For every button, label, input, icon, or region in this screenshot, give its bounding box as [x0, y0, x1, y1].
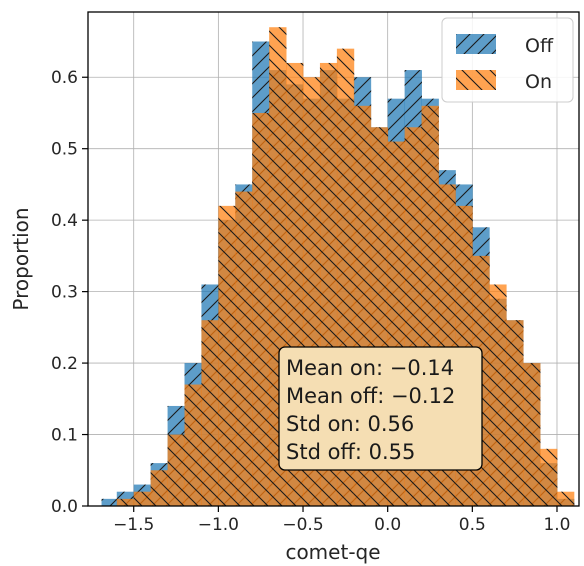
bar-hatch-on	[506, 320, 524, 506]
y-tick-label: 0.5	[51, 140, 78, 160]
x-tick-label: 1.0	[543, 515, 570, 535]
x-tick-label: −1.0	[198, 515, 239, 535]
stats-box	[278, 346, 483, 471]
y-tick-label: 0.6	[51, 68, 78, 88]
y-axis-label: Proportion	[9, 207, 33, 310]
legend: Off On	[441, 17, 574, 103]
axis-ticks: −1.5 −1.0 −0.5 0.0 0.5 1.0 0.0 0.1 0.2 0.3 0.4 0.5 0…	[51, 68, 571, 535]
bar-hatch-off	[101, 498, 118, 506]
bar-hatch-on	[150, 470, 168, 506]
stats-mean-on: Mean on: −0.14	[286, 356, 454, 380]
bar-hatch-on	[184, 384, 202, 506]
stats-mean-off: Mean off: −0.12	[286, 384, 455, 408]
bar-hatch-on	[133, 491, 152, 506]
bar-hatch-on	[218, 205, 236, 506]
y-tick-label: 0.0	[51, 497, 78, 517]
y-tick-label: 0.1	[51, 426, 78, 446]
bar-hatch-on	[540, 448, 558, 506]
bar-hatch-on	[252, 112, 270, 506]
x-tick-label: −0.5	[282, 515, 323, 535]
x-tick-label: −1.5	[113, 515, 154, 535]
stats-std-on: Std on: 0.56	[286, 412, 414, 436]
legend-swatch-off-hatch	[456, 34, 496, 54]
legend-label-off: Off	[525, 35, 554, 57]
stats-std-off: Std off: 0.55	[286, 440, 415, 464]
bar-hatch-on	[235, 191, 253, 506]
plot-frame	[87, 11, 580, 507]
stats-annotation: Mean on: −0.14 Mean off: −0.12 Std on: 0…	[278, 346, 483, 471]
x-tick-label: 0.5	[459, 515, 486, 535]
y-tick-label: 0.3	[51, 283, 78, 303]
legend-label-on: On	[525, 71, 552, 93]
bar-hatch-on	[556, 491, 575, 506]
bar-hatch-on	[116, 498, 135, 506]
x-tick-label: 0.0	[374, 515, 401, 535]
bar-hatch-on	[489, 284, 507, 506]
bar-hatch-on	[523, 363, 541, 506]
x-axis-label: comet-qe	[285, 540, 380, 564]
legend-swatch-on-hatch	[456, 70, 496, 90]
bar-hatch-on	[201, 320, 219, 506]
y-tick-label: 0.2	[51, 354, 78, 374]
bar-hatch-on	[167, 434, 185, 506]
y-tick-label: 0.4	[51, 211, 78, 231]
